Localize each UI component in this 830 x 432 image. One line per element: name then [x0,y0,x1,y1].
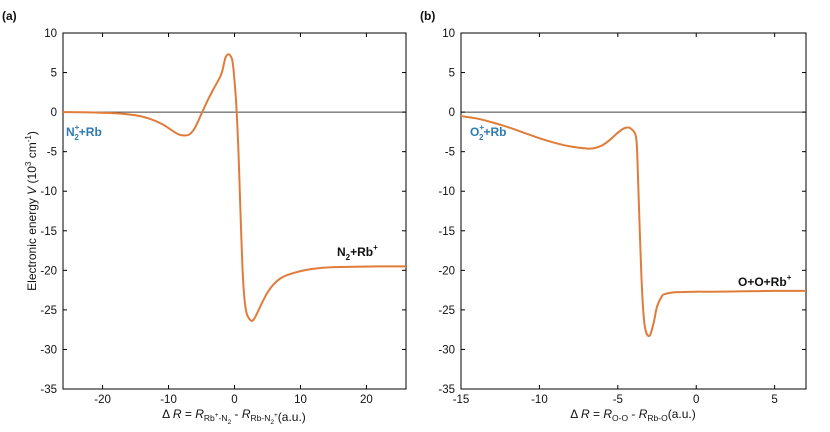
panel-b-y-tick-label: -25 [438,305,455,317]
panel-a-x-tick-label: 0 [231,394,237,406]
panel-b-y-tick-label: 0 [449,107,455,119]
panel-a-y-tick-label: -35 [40,384,57,396]
panel-b-x-axis-label: Δ R = RO-O - RRb-O(a.u.) [570,407,695,423]
panel-b-x-tick-label: -5 [613,394,623,406]
panel-a-y-tick-label: -15 [40,226,57,238]
panel-a-label: (a) [2,9,17,23]
panel-b-y-tick-label: -35 [438,384,455,396]
panel-a-y-tick-label: -10 [40,186,57,198]
panel-b-y-tick-label: -10 [438,186,455,198]
panel-a-y-tick-label: -20 [40,265,57,277]
panel-a-y-tick-label: 5 [51,68,57,80]
panel-a-x-tick-label: -10 [160,394,177,406]
panel-a-reactant-label: N+ 2+Rb [66,123,102,142]
panel-b-y-tick-label: -30 [438,344,455,356]
panel-b-y-tick-label: -20 [438,265,455,277]
panel-b-x-ticks: -15 -10 -5 0 5 [453,33,778,406]
panel-b: (b) -15 -10 -5 0 5 -35-30-25-20-15-10-50510 … [420,9,807,423]
panel-a-y-tick-label: 0 [51,107,57,119]
panel-b-y-ticks: -35 -30 -25 -20 -15 -10 -5 0 5 10 [438,28,806,396]
panel-b-product-label: O+O+Rb+ [738,273,792,289]
panel-a-energy-curve [62,53,407,322]
panel-b-x-tick-label: 0 [693,394,699,406]
panel-a-y-ticks: -35 -30 -25 -20 -15 -10 -5 0 5 10 [40,28,406,396]
panel-b-y-tick-label: 10 [442,28,455,40]
panel-a-x-axis-label: Δ R = RRb+-N2 - RRb-N2+(a.u.) [162,407,306,426]
panel-b-reactant-label: O+ 2+Rb [470,123,506,142]
panel-b-x-tick-label: -10 [531,394,548,406]
panel-a-x-ticks: -20 -10 0 10 20 [94,33,373,406]
panel-b-y-tick-label: -5 [445,147,455,159]
panel-b-energy-curve [460,115,807,338]
panel-b-label: (b) [420,9,435,23]
panel-a-x-tick-label: -20 [94,394,111,406]
panel-a-x-tick-label: 20 [360,394,373,406]
panel-a-x-tick-label: 10 [294,394,307,406]
panel-b-frame [460,32,807,390]
panel-a-y-tick-label: -25 [40,305,57,317]
panel-b-x-tick-label: 5 [771,394,777,406]
panel-a-y-tick-label: -30 [40,344,57,356]
panel-a-y-tick-label: 10 [44,28,57,40]
panel-b-y-tick-label: 5 [449,68,455,80]
panel-a-y-axis-label: Electronic energy V (103 cm-1) [24,131,39,291]
panel-a: (a) -20 -10 0 10 20 -35 -30 -25 -20 -15 -10 -5 0 5 10… [2,9,407,426]
panel-a-product-label: N2+Rb+ [337,243,378,262]
panel-b-x-tick-label: -15 [453,394,470,406]
panel-b-y-tick-label: -15 [438,226,455,238]
panel-a-y-tick-label: -5 [47,147,57,159]
